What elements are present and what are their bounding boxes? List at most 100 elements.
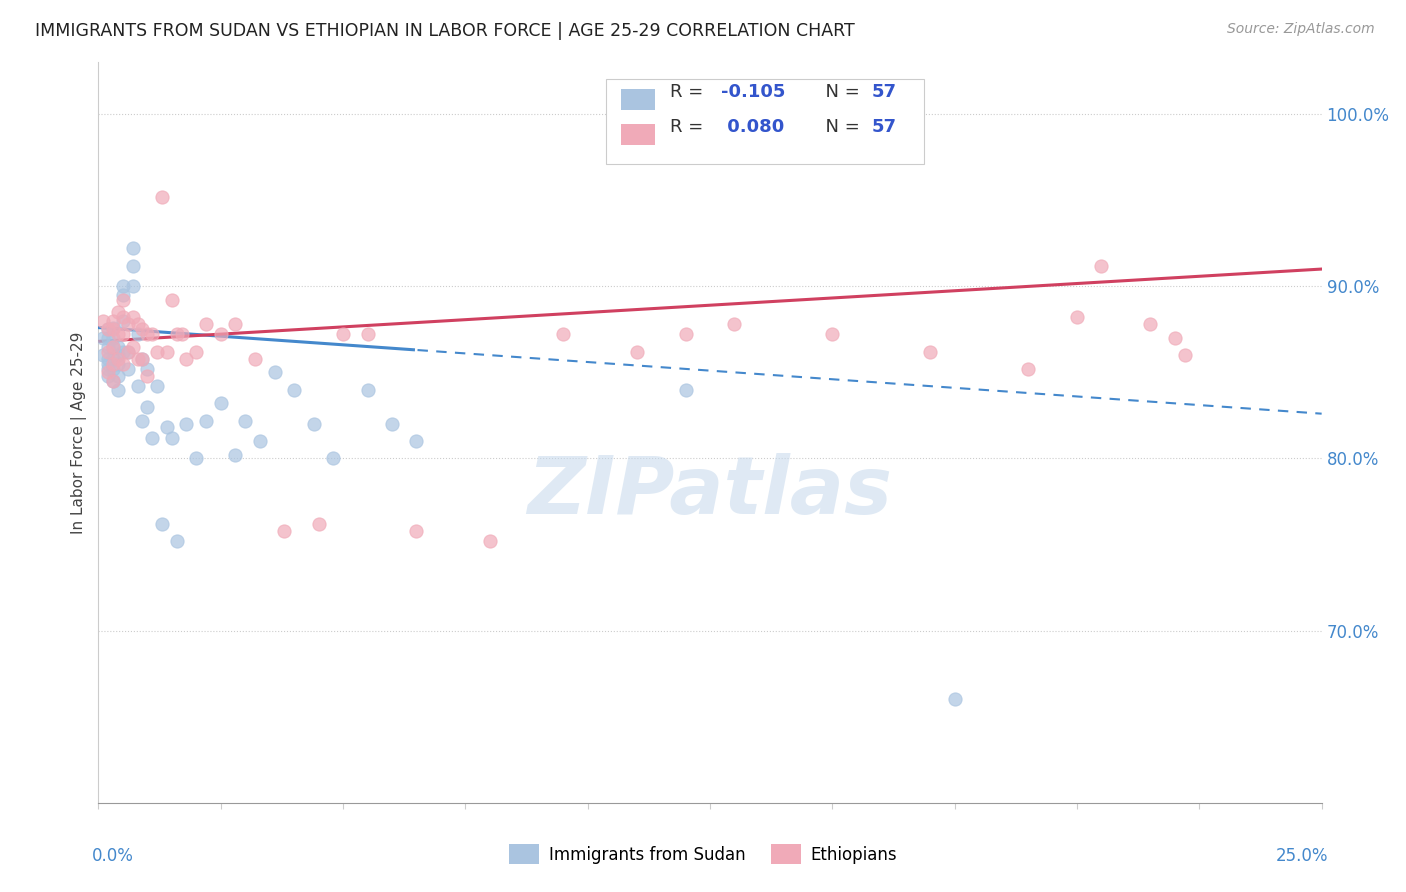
Point: [131, 351, 153, 366]
Point: [131, 322, 153, 336]
Point: [91, 331, 114, 345]
Point: [127, 327, 149, 342]
Point: [150, 516, 173, 531]
Point: [186, 451, 208, 466]
Text: 0.080: 0.080: [721, 118, 785, 136]
Point: [111, 314, 134, 328]
Point: [156, 344, 179, 359]
Point: [131, 351, 153, 366]
Point: [97, 357, 120, 371]
Point: [97, 351, 120, 366]
Point: [170, 327, 193, 342]
Point: [626, 344, 648, 359]
Text: N =: N =: [814, 118, 866, 136]
Point: [322, 451, 344, 466]
Point: [117, 344, 139, 359]
Point: [209, 327, 232, 342]
Text: ZIPatlas: ZIPatlas: [527, 453, 893, 531]
Text: R =: R =: [669, 83, 709, 101]
Point: [121, 259, 143, 273]
Point: [675, 383, 697, 397]
Point: [186, 344, 208, 359]
Point: [233, 413, 256, 427]
Point: [243, 351, 266, 366]
Point: [405, 524, 427, 538]
Text: 0.0%: 0.0%: [93, 847, 134, 865]
Point: [553, 327, 575, 342]
Point: [249, 434, 271, 449]
Point: [97, 339, 120, 353]
FancyBboxPatch shape: [620, 124, 655, 145]
Point: [121, 310, 143, 325]
Point: [101, 339, 124, 353]
Point: [356, 327, 378, 342]
Point: [107, 348, 129, 362]
Point: [136, 327, 159, 342]
Point: [121, 241, 143, 255]
Point: [381, 417, 404, 431]
Point: [176, 351, 198, 366]
Point: [117, 344, 139, 359]
Point: [101, 351, 124, 366]
Legend: Immigrants from Sudan, Ethiopians: Immigrants from Sudan, Ethiopians: [502, 838, 904, 871]
Point: [101, 374, 124, 388]
Point: [101, 362, 124, 376]
Point: [263, 365, 285, 379]
Point: [821, 327, 844, 342]
Point: [107, 357, 129, 371]
Point: [1174, 348, 1197, 362]
Point: [146, 344, 169, 359]
Point: [111, 357, 134, 371]
Point: [127, 379, 149, 393]
Point: [136, 362, 159, 376]
Point: [308, 516, 330, 531]
Point: [176, 417, 198, 431]
Point: [224, 448, 246, 462]
Text: -0.105: -0.105: [721, 83, 786, 101]
Point: [97, 344, 120, 359]
Point: [156, 420, 179, 434]
Point: [107, 305, 129, 319]
Point: [107, 351, 129, 366]
Point: [209, 396, 232, 410]
Point: [111, 293, 134, 307]
Point: [91, 348, 114, 362]
Point: [131, 413, 153, 427]
Point: [273, 524, 295, 538]
Point: [283, 383, 305, 397]
Point: [1017, 362, 1039, 376]
Text: N =: N =: [814, 83, 866, 101]
Point: [121, 339, 143, 353]
Point: [166, 327, 188, 342]
Text: Source: ZipAtlas.com: Source: ZipAtlas.com: [1227, 22, 1375, 37]
Point: [101, 339, 124, 353]
Point: [111, 327, 134, 342]
Point: [1066, 310, 1088, 325]
FancyBboxPatch shape: [620, 89, 655, 110]
Point: [136, 400, 159, 414]
Text: 57: 57: [872, 118, 897, 136]
Point: [97, 365, 120, 379]
Point: [150, 190, 173, 204]
Point: [195, 317, 218, 331]
FancyBboxPatch shape: [606, 78, 924, 164]
Point: [101, 322, 124, 336]
Point: [97, 322, 120, 336]
Point: [166, 534, 188, 549]
Text: IMMIGRANTS FROM SUDAN VS ETHIOPIAN IN LABOR FORCE | AGE 25-29 CORRELATION CHART: IMMIGRANTS FROM SUDAN VS ETHIOPIAN IN LA…: [35, 22, 855, 40]
Point: [101, 374, 124, 388]
Point: [127, 351, 149, 366]
Point: [920, 344, 942, 359]
Point: [107, 383, 129, 397]
Point: [478, 534, 501, 549]
Point: [111, 279, 134, 293]
Point: [97, 368, 120, 383]
Point: [111, 344, 134, 359]
Point: [107, 327, 129, 342]
Point: [111, 288, 134, 302]
Point: [101, 320, 124, 334]
Text: 25.0%: 25.0%: [1275, 847, 1327, 865]
Point: [107, 339, 129, 353]
Point: [332, 327, 354, 342]
Point: [195, 413, 218, 427]
